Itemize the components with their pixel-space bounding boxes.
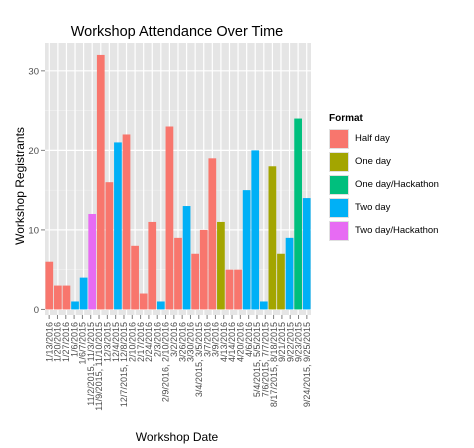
x-tick-label: 9/21/2015 (277, 322, 287, 362)
x-tick-label: 2/3/2016 (152, 322, 162, 357)
bar (54, 285, 62, 310)
x-tick-label: 9/22/2015 (285, 322, 295, 362)
bar (182, 206, 191, 310)
x-tick-label: 1/13/2016 (44, 322, 54, 362)
x-tick-label: 9/24/2015, 9/25/2015 (302, 322, 312, 407)
x-tick-label: 12/7/2015, 12/8/2015 (119, 322, 129, 407)
legend: Format Half day One day One day/Hackathon T… (329, 113, 469, 242)
bar (131, 245, 139, 310)
bar (156, 301, 165, 310)
bar (71, 301, 79, 310)
bar (62, 285, 71, 310)
legend-item: Two day/Hackathon (329, 219, 469, 242)
legend-label: Two day (355, 202, 391, 213)
bar (234, 269, 242, 310)
x-tick-label: 2/17/2016 (136, 322, 146, 362)
legend-label: One day (355, 156, 391, 167)
bar (302, 198, 311, 310)
bar (285, 237, 294, 310)
legend-item: Half day (329, 127, 469, 150)
bar (277, 253, 285, 310)
bar (174, 237, 182, 310)
bar (268, 166, 277, 310)
legend-items: Half day One day One day/Hackathon Two day T… (329, 127, 469, 242)
x-tick-label: 4/13/2016 (219, 322, 229, 362)
y-tick-label: 10 (28, 225, 39, 236)
legend-item: One day/Hackathon (329, 173, 469, 196)
bar (96, 54, 105, 310)
x-axis-label: Workshop Date (136, 430, 219, 444)
legend-label: Two day/Hackathon (355, 225, 439, 236)
bar (165, 126, 174, 310)
x-tick-label: 3/4/2015, 3/5/2015 (194, 322, 204, 397)
bar (114, 142, 122, 310)
legend-swatch (329, 151, 349, 172)
bar (88, 213, 97, 310)
x-tick-label: 11/2/2015, 11/3/2015 (86, 322, 96, 406)
x-tick-label: 4/6/2016 (244, 322, 254, 357)
x-tick-label: 1/6/2016 (69, 322, 79, 357)
legend-label: One day/Hackathon (355, 179, 439, 190)
bar (217, 221, 225, 310)
bar (105, 182, 114, 310)
x-tick-label: 3/30/2016 (186, 322, 196, 362)
bar (259, 301, 268, 310)
x-tick-label: 3/26/2016 (177, 322, 187, 362)
x-tick-label: 1/27/2016 (61, 322, 71, 362)
bar (191, 253, 200, 310)
bar (122, 134, 131, 310)
x-tick-label: 11/9/2015, 11/10/2015 (94, 322, 104, 411)
x-tick-label: 8/17/2015, 8/18/2015 (269, 322, 279, 407)
legend-label: Half day (355, 133, 390, 144)
legend-item: One day (329, 150, 469, 173)
y-tick-label: 0 (34, 305, 39, 316)
legend-swatch (329, 197, 349, 218)
bar (199, 229, 208, 310)
y-axis: 0 10 20 30 (28, 66, 45, 316)
bar (294, 118, 302, 310)
legend-swatch (329, 128, 349, 149)
x-tick-label: 12/3/2015 (103, 322, 113, 362)
chart-title: Workshop Attendance Over Time (71, 24, 284, 40)
x-tick-label: 1/6/7/2015 (78, 322, 88, 365)
legend-item: Two day (329, 196, 469, 219)
x-tick-label: 4/14/2016 (227, 322, 237, 362)
bar (45, 261, 54, 310)
x-axis: 1/13/20161/20/20161/27/20161/6/20161/6/7… (44, 315, 312, 411)
x-tick-label: 4/20/2016 (236, 322, 246, 362)
x-tick-label: 9/23/2015 (294, 322, 304, 362)
legend-swatch (329, 174, 349, 195)
x-tick-label: 3/9/2016 (211, 322, 221, 357)
legend-swatch (329, 220, 349, 241)
bar (139, 293, 148, 310)
x-tick-label: 2/10/2016 (127, 322, 137, 362)
bar (225, 269, 234, 310)
x-tick-label: 2/9/2016, 2/10/2016 (161, 322, 171, 402)
y-tick-label: 20 (28, 146, 39, 157)
bars (45, 54, 311, 310)
bar (148, 221, 157, 310)
bar (79, 277, 88, 310)
legend-title: Format (329, 113, 363, 124)
y-axis-label: Workshop Registrants (13, 127, 27, 245)
x-tick-label: 7/6/2015, 7/7/2015 (260, 322, 270, 397)
bar (208, 158, 217, 310)
x-tick-label: 12/4/2015 (111, 322, 121, 362)
bar (242, 190, 251, 310)
x-tick-label: 5/4/2015, 5/5/2015 (252, 322, 262, 397)
x-tick-label: 3/7/2016 (202, 322, 212, 357)
y-tick-label: 30 (28, 66, 39, 77)
x-tick-label: 1/20/2016 (53, 322, 63, 362)
x-tick-label: 2/24/2016 (144, 322, 154, 362)
bar (251, 150, 260, 310)
x-tick-label: 3/2/2016 (169, 322, 179, 357)
